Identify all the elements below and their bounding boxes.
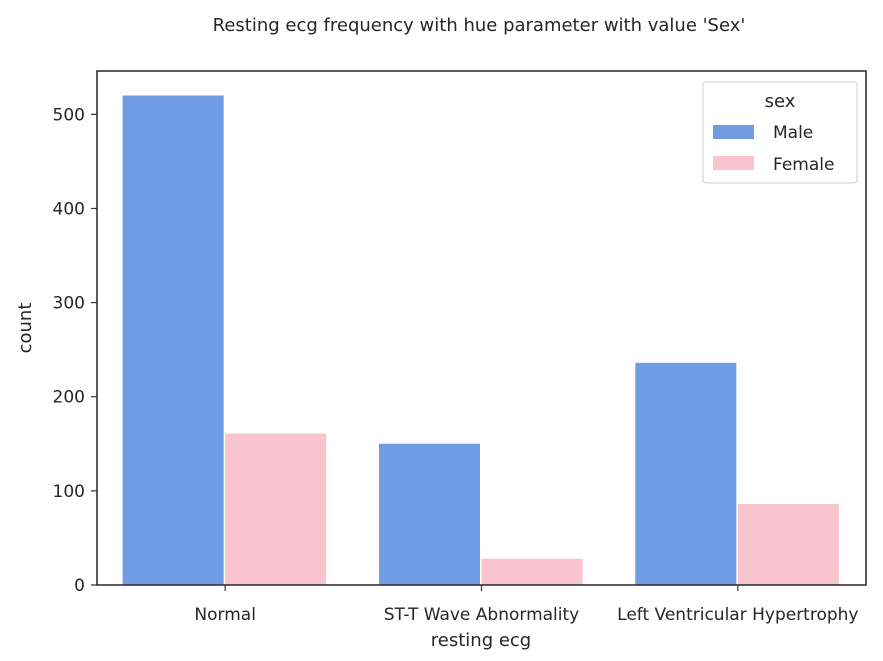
chart-title: Resting ecg frequency with hue parameter… <box>213 15 746 36</box>
bar-male-2 <box>378 443 480 585</box>
y-tick-label: 400 <box>53 199 85 219</box>
y-axis-ticks: 0 100 200 300 400 500 <box>53 105 97 596</box>
legend-label-female: Female <box>773 155 834 175</box>
y-axis-label: count <box>15 303 36 354</box>
legend-label-male: Male <box>773 123 813 143</box>
bar-female-3 <box>737 504 839 585</box>
y-tick-label: 500 <box>53 105 85 125</box>
bar-male-1 <box>122 95 224 585</box>
bar-female-1 <box>225 433 327 585</box>
legend-swatch-female <box>713 156 754 170</box>
x-tick-label: ST-T Wave Abnormality <box>384 605 579 625</box>
x-tick-label: Left Ventricular Hypertrophy <box>617 605 858 625</box>
legend-title: sex <box>765 91 796 112</box>
bar-female-2 <box>481 558 583 585</box>
y-tick-label: 100 <box>53 482 85 502</box>
bars-layer <box>122 95 839 585</box>
x-axis-ticks: Normal ST-T Wave Abnormality Left Ventricu… <box>194 585 859 625</box>
y-tick-label: 200 <box>53 388 85 408</box>
legend-swatch-male <box>713 125 754 139</box>
x-tick-label: Normal <box>194 605 256 625</box>
y-tick-label: 300 <box>53 294 85 314</box>
bar-male-3 <box>635 362 737 585</box>
plot-frame <box>96 70 867 586</box>
legend: sex Male Female <box>702 81 858 184</box>
y-tick-label: 0 <box>74 576 85 596</box>
x-axis-label: resting ecg <box>431 630 531 651</box>
